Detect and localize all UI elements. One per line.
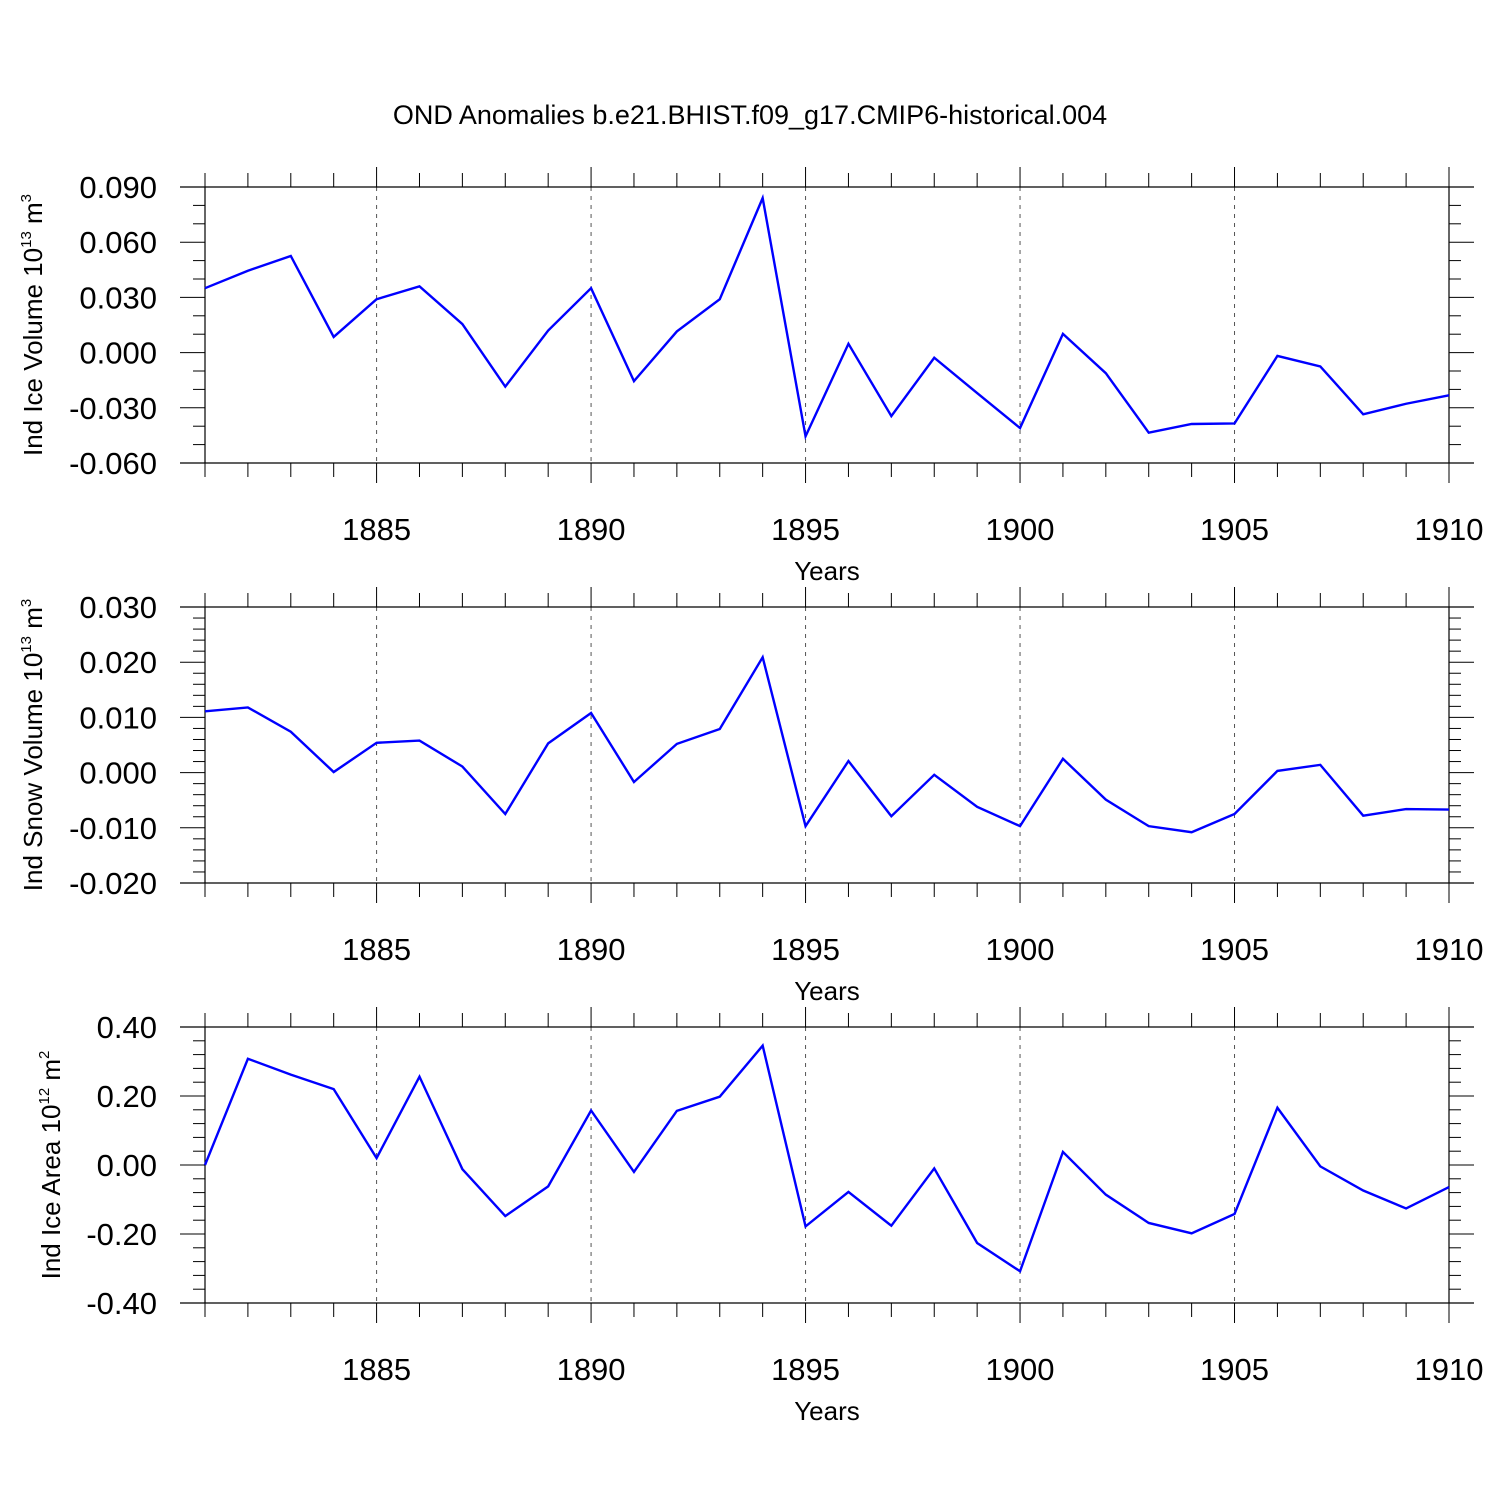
ice-area-ytick-label: -0.20 (86, 1217, 157, 1252)
ice-area-xtick-label: 1900 (986, 1352, 1055, 1387)
ice-volume-xtick-label: 1885 (342, 512, 411, 547)
snow-volume-xlabel: Years (794, 976, 860, 1006)
snow-volume-ytick-label: 0.010 (79, 700, 157, 735)
ice-area-xtick-label: 1905 (1200, 1352, 1269, 1387)
snow-volume-series-line (204, 654, 1450, 834)
snow-volume-xtick-label: 1900 (986, 932, 1055, 967)
ice-volume-ytick-label: 0.060 (79, 225, 157, 260)
ice-volume-ytick-label: 0.090 (79, 170, 157, 205)
ice-volume-xlabel: Years (794, 556, 860, 586)
snow-volume-xtick-label: 1905 (1200, 932, 1269, 967)
ice-volume-xtick-label: 1895 (771, 512, 840, 547)
snow-volume-panel: -0.020 -0.010 0.000 0.010 0.020 0.030 1885 1890… (18, 587, 1483, 1006)
ice-volume-ylabel: Ind Ice Volume 1013 m3 (18, 194, 48, 456)
ice-area-ylabel: Ind Ice Area 1012 m2 (36, 1051, 66, 1280)
snow-volume-ylabel: Ind Snow Volume 1013 m3 (18, 599, 48, 891)
snow-volume-ytick-label: -0.020 (69, 866, 157, 901)
ice-area-ytick-label: 0.40 (97, 1010, 157, 1045)
snow-volume-xtick-label: 1895 (771, 932, 840, 967)
figure-title: OND Anomalies b.e21.BHIST.f09_g17.CMIP6-… (393, 100, 1107, 130)
ice-area-ytick-label: 0.00 (97, 1148, 157, 1183)
ice-area-xlabel: Years (794, 1396, 860, 1426)
ice-volume-ytick-label: 0.030 (79, 280, 157, 315)
ice-volume-ytick-label: 0.000 (79, 336, 157, 371)
ice-volume-ytick-label: -0.060 (69, 446, 157, 481)
ice-volume-series-line (204, 193, 1450, 441)
ice-volume-xtick-label: 1910 (1415, 512, 1484, 547)
ice-volume-xtick-label: 1905 (1200, 512, 1269, 547)
ice-area-xtick-label: 1890 (557, 1352, 626, 1387)
snow-volume-ytick-label: 0.000 (79, 756, 157, 791)
snow-volume-ytick-label: -0.010 (69, 811, 157, 846)
ice-area-ytick-label: -0.40 (86, 1286, 157, 1321)
ice-area-xtick-label: 1895 (771, 1352, 840, 1387)
ice-area-xtick-label: 1910 (1415, 1352, 1484, 1387)
ice-volume-ytick-label: -0.030 (69, 391, 157, 426)
snow-volume-xtick-label: 1885 (342, 932, 411, 967)
snow-volume-xtick-label: 1910 (1415, 932, 1484, 967)
ice-area-ytick-label: 0.20 (97, 1079, 157, 1114)
ice-volume-xtick-label: 1890 (557, 512, 626, 547)
snow-volume-ytick-label: 0.030 (79, 590, 157, 625)
snow-volume-xtick-label: 1890 (557, 932, 626, 967)
ice-volume-panel: -0.060 -0.030 0.000 0.030 0.060 0.090 1885 1890… (18, 167, 1483, 586)
ice-volume-xtick-label: 1900 (986, 512, 1055, 547)
snow-volume-ytick-label: 0.020 (79, 645, 157, 680)
ice-area-series-line (203, 1043, 1450, 1274)
ice-area-panel: -0.40 -0.20 0.00 0.20 0.40 1885 1890 1895 1900 19… (36, 1007, 1483, 1426)
ice-area-xtick-label: 1885 (342, 1352, 411, 1387)
